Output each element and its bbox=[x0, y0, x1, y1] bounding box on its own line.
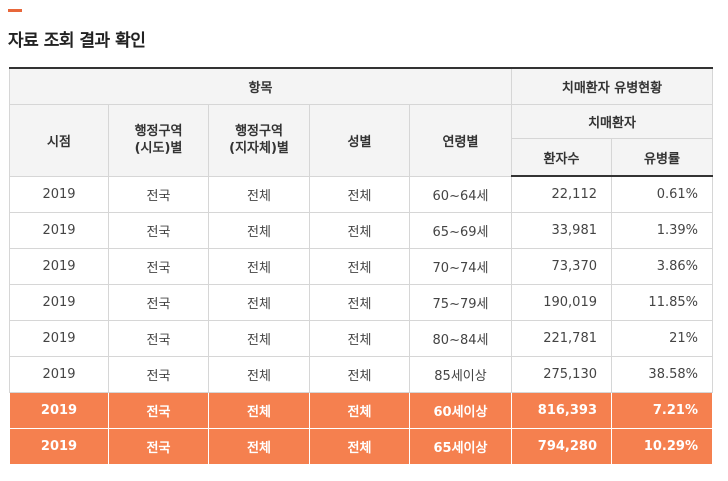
result-table: 항목 치매환자 유병현황 시점 행정구역 (시도)별 행정구역 (지자체)별 성… bbox=[9, 67, 713, 465]
cell-sex: 전체 bbox=[309, 392, 410, 429]
table-row: 2019 전국 전체 전체 60~64세 22,112 0.61% bbox=[9, 175, 713, 213]
table-row: 2019 전국 전체 전체 85세이상 275,130 38.58% bbox=[9, 356, 713, 393]
cell-region-sido: 전국 bbox=[108, 284, 209, 321]
cell-prevalence: 1.39% bbox=[611, 212, 713, 249]
cell-prevalence: 21% bbox=[611, 320, 713, 357]
cell-region-sido: 전국 bbox=[108, 212, 209, 249]
cell-time: 2019 bbox=[9, 320, 109, 357]
cell-prevalence: 10.29% bbox=[611, 428, 713, 465]
cell-sex: 전체 bbox=[309, 212, 410, 249]
cell-patients: 275,130 bbox=[511, 356, 612, 393]
cell-prevalence: 11.85% bbox=[611, 284, 713, 321]
cell-region-local: 전체 bbox=[208, 356, 310, 393]
cell-age: 65~69세 bbox=[409, 212, 512, 249]
table-row: 2019 전국 전체 전체 70~74세 73,370 3.86% bbox=[9, 248, 713, 285]
cell-patients: 816,393 bbox=[511, 392, 612, 429]
cell-region-sido: 전국 bbox=[108, 175, 209, 213]
table-row-highlighted: 2019 전국 전체 전체 65세이상 794,280 10.29% bbox=[9, 428, 713, 465]
header-dementia-patients-group: 치매환자 bbox=[511, 104, 713, 139]
cell-sex: 전체 bbox=[309, 428, 410, 465]
cell-patients: 190,019 bbox=[511, 284, 612, 321]
column-header-sex[interactable]: 성별 bbox=[309, 104, 410, 177]
cell-patients: 73,370 bbox=[511, 248, 612, 285]
header-items-group: 항목 bbox=[9, 67, 512, 105]
cell-age: 75~79세 bbox=[409, 284, 512, 321]
cell-prevalence: 38.58% bbox=[611, 356, 713, 393]
cell-time: 2019 bbox=[9, 212, 109, 249]
cell-age: 80~84세 bbox=[409, 320, 512, 357]
title-accent-bar bbox=[8, 9, 22, 12]
cell-region-local: 전체 bbox=[208, 392, 310, 429]
cell-patients: 221,781 bbox=[511, 320, 612, 357]
cell-sex: 전체 bbox=[309, 175, 410, 213]
cell-time: 2019 bbox=[9, 248, 109, 285]
cell-region-local: 전체 bbox=[208, 212, 310, 249]
cell-time: 2019 bbox=[9, 356, 109, 393]
cell-time: 2019 bbox=[9, 175, 109, 213]
cell-region-sido: 전국 bbox=[108, 428, 209, 465]
cell-sex: 전체 bbox=[309, 320, 410, 357]
cell-age: 70~74세 bbox=[409, 248, 512, 285]
table-row: 2019 전국 전체 전체 80~84세 221,781 21% bbox=[9, 320, 713, 357]
cell-time: 2019 bbox=[9, 284, 109, 321]
table-body: 2019 전국 전체 전체 60~64세 22,112 0.61% 2019 전국 전체 전체 65~… bbox=[9, 175, 713, 465]
cell-age: 60~64세 bbox=[409, 175, 512, 213]
column-header-region-local[interactable]: 행정구역 (지자체)별 bbox=[208, 104, 310, 177]
cell-region-local: 전체 bbox=[208, 320, 310, 357]
cell-sex: 전체 bbox=[309, 356, 410, 393]
column-header-region-sido[interactable]: 행정구역 (시도)별 bbox=[108, 104, 209, 177]
cell-region-local: 전체 bbox=[208, 175, 310, 213]
cell-region-sido: 전국 bbox=[108, 392, 209, 429]
cell-patients: 794,280 bbox=[511, 428, 612, 465]
cell-prevalence: 0.61% bbox=[611, 175, 713, 213]
cell-time: 2019 bbox=[9, 392, 109, 429]
cell-prevalence: 7.21% bbox=[611, 392, 713, 429]
cell-prevalence: 3.86% bbox=[611, 248, 713, 285]
table-row: 2019 전국 전체 전체 65~69세 33,981 1.39% bbox=[9, 212, 713, 249]
cell-region-local: 전체 bbox=[208, 248, 310, 285]
cell-region-sido: 전국 bbox=[108, 320, 209, 357]
table-row: 2019 전국 전체 전체 75~79세 190,019 11.85% bbox=[9, 284, 713, 321]
cell-region-local: 전체 bbox=[208, 284, 310, 321]
cell-age: 60세이상 bbox=[409, 392, 512, 429]
cell-region-local: 전체 bbox=[208, 428, 310, 465]
header-dementia-status-group: 치매환자 유병현황 bbox=[511, 67, 713, 105]
table-row-highlighted: 2019 전국 전체 전체 60세이상 816,393 7.21% bbox=[9, 392, 713, 429]
column-header-prevalence[interactable]: 유병률 bbox=[611, 138, 713, 177]
column-header-time[interactable]: 시점 bbox=[9, 104, 109, 177]
page-title: 자료 조회 결과 확인 bbox=[8, 31, 146, 51]
cell-sex: 전체 bbox=[309, 248, 410, 285]
cell-age: 65세이상 bbox=[409, 428, 512, 465]
cell-region-sido: 전국 bbox=[108, 356, 209, 393]
cell-region-sido: 전국 bbox=[108, 248, 209, 285]
cell-patients: 22,112 bbox=[511, 175, 612, 213]
cell-sex: 전체 bbox=[309, 284, 410, 321]
cell-time: 2019 bbox=[9, 428, 109, 465]
column-header-patients[interactable]: 환자수 bbox=[511, 138, 612, 177]
cell-age: 85세이상 bbox=[409, 356, 512, 393]
column-header-age[interactable]: 연령별 bbox=[409, 104, 512, 177]
cell-patients: 33,981 bbox=[511, 212, 612, 249]
